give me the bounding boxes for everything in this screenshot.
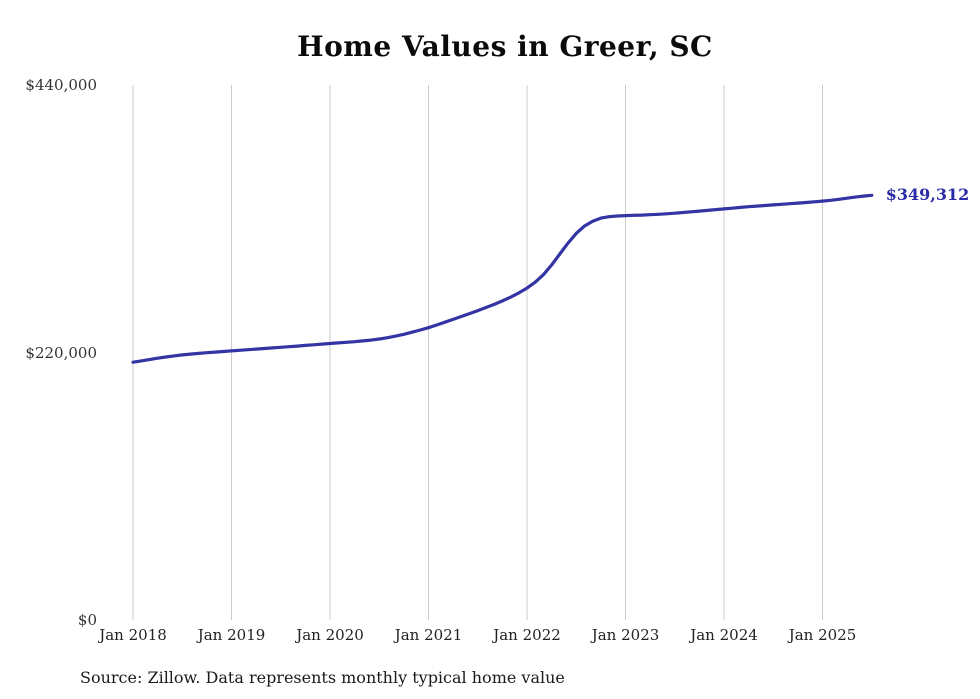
chart-title: Home Values in Greer, SC xyxy=(297,30,713,63)
x-axis-tick-label: Jan 2024 xyxy=(690,626,758,644)
x-axis-tick-label: Jan 2020 xyxy=(296,626,364,644)
latest-value-label: $349,312 xyxy=(885,185,970,205)
x-axis-labels: Jan 2018 Jan 2019 Jan 2020 Jan 2021 Jan 2022… xyxy=(0,626,980,650)
x-axis-tick-label: Jan 2021 xyxy=(394,626,463,644)
x-axis-tick-label: Jan 2023 xyxy=(591,626,660,644)
y-axis-tick-label: $220,000 xyxy=(25,343,97,362)
x-axis-tick-label: Jan 2025 xyxy=(788,626,857,644)
x-axis-tick-label: Jan 2018 xyxy=(99,626,167,644)
x-axis-tick-label: Jan 2019 xyxy=(197,626,266,644)
y-axis-tick-label: $440,000 xyxy=(25,76,97,94)
x-axis-tick-label: Jan 2022 xyxy=(493,626,561,644)
y-axis-tick-label: $0 xyxy=(77,611,97,629)
home-value-line xyxy=(131,193,874,364)
source-note: Source: Zillow. Data represents monthly … xyxy=(80,668,565,687)
